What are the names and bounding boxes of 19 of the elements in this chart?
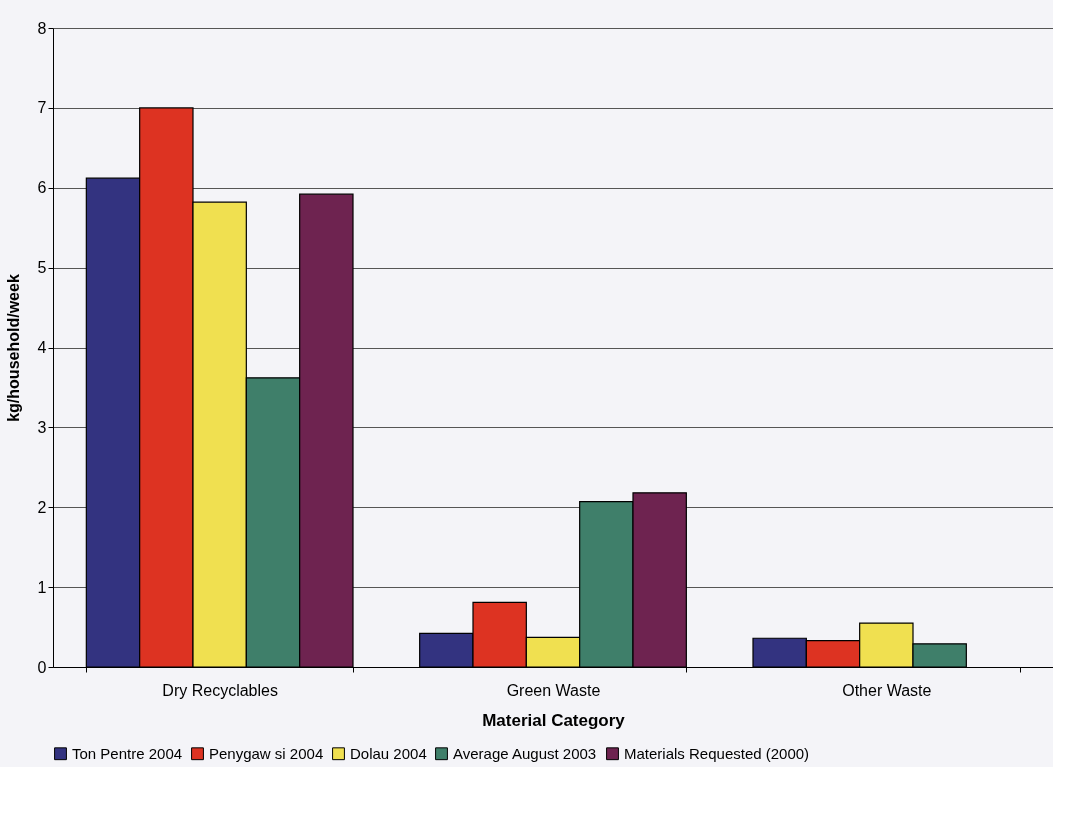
- legend-label: Average August 2003: [453, 744, 597, 762]
- y-tick-label: 0: [37, 658, 47, 676]
- legend-label: Materials Requested (2000): [624, 744, 810, 762]
- legend-label: Ton Pentre 2004: [72, 744, 183, 762]
- y-axis-title: kg/household/week: [4, 274, 22, 422]
- y-tick-label: 7: [37, 99, 47, 117]
- x-tick-label: Dry Recyclables: [162, 681, 278, 699]
- y-tick-label: 2: [37, 498, 47, 516]
- x-tick-label: Green Waste: [506, 681, 601, 699]
- legend-label: Dolau 2004: [350, 744, 427, 762]
- y-tick-label: 8: [37, 19, 47, 37]
- y-tick-label: 5: [37, 259, 47, 277]
- y-tick-label: 6: [37, 179, 47, 197]
- y-tick-label: 3: [37, 418, 47, 436]
- y-tick-label: 1: [37, 578, 47, 596]
- x-axis-title: Material Category: [482, 710, 626, 730]
- legend-label: Penygaw si 2004: [209, 744, 324, 762]
- y-tick-label: 4: [37, 339, 47, 356]
- x-tick-label: Other Waste: [842, 681, 932, 699]
